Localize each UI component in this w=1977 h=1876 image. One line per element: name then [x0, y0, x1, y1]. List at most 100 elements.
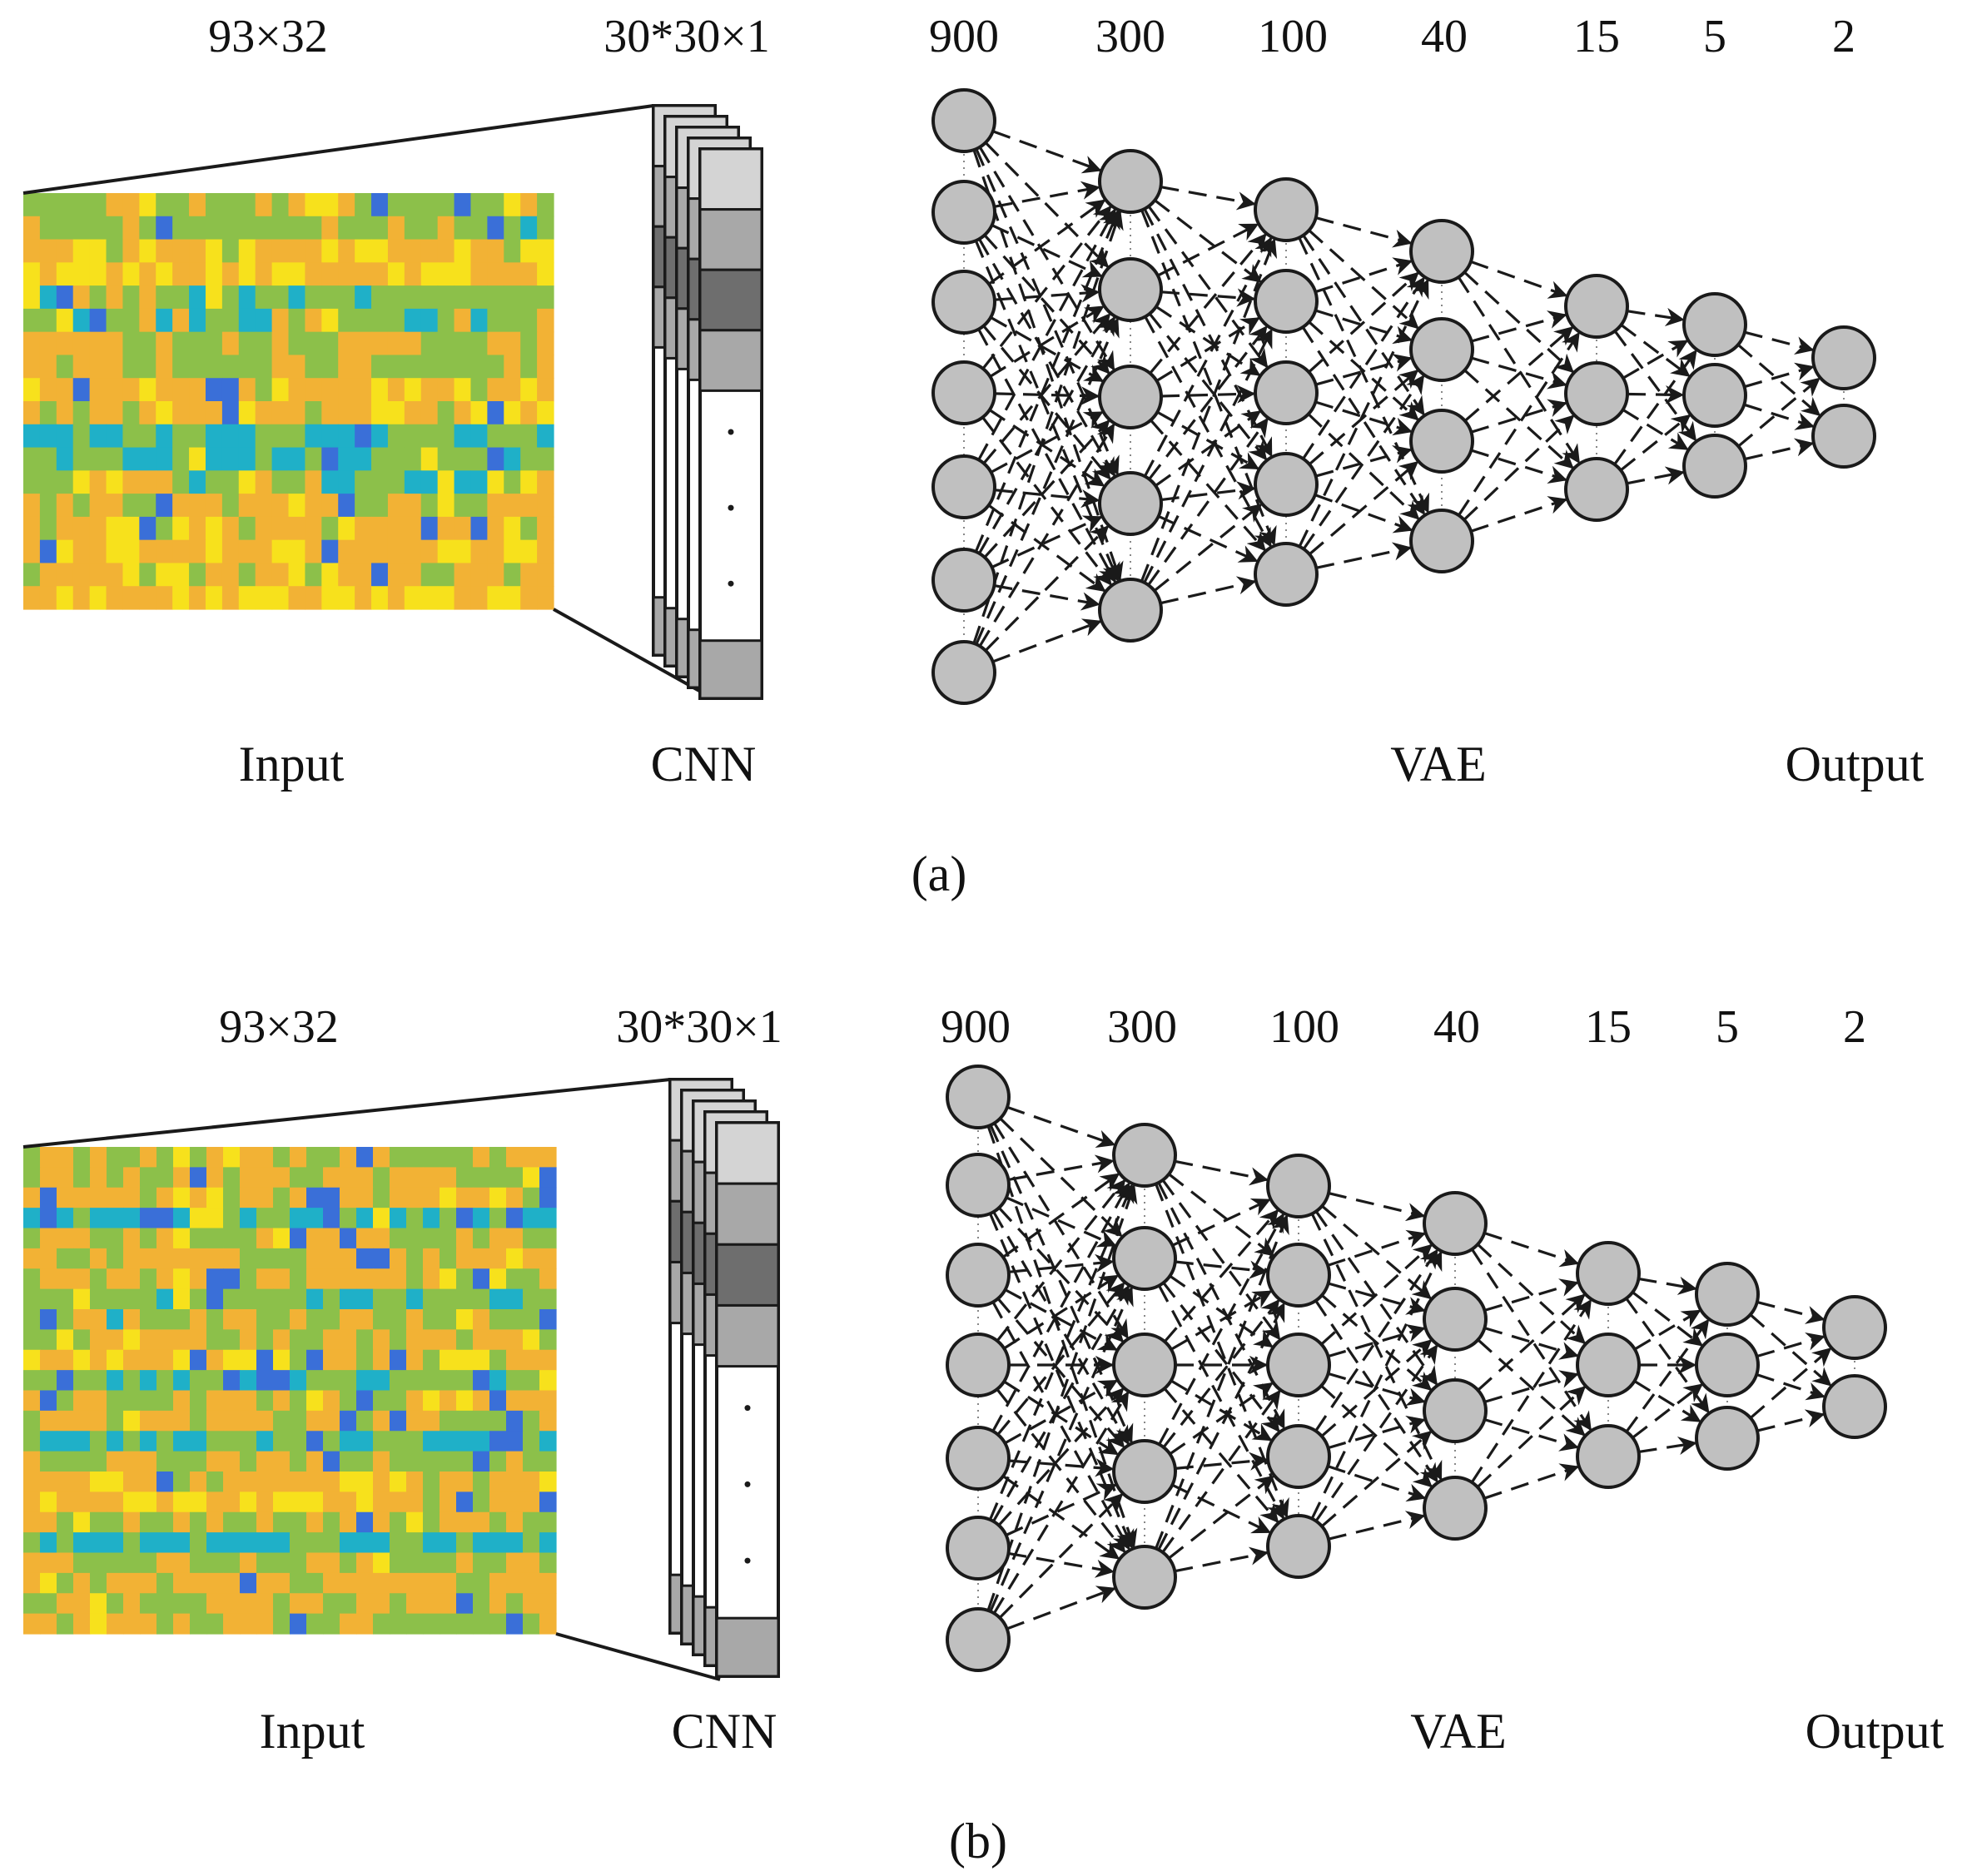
heatmap-cell: [537, 216, 554, 241]
heatmap-cell: [107, 1410, 124, 1432]
heatmap-cell: [288, 262, 306, 286]
connection-arrow: [1301, 326, 1426, 516]
heatmap-cell: [140, 1532, 157, 1554]
heatmap-cell: [404, 331, 422, 356]
heatmap-cell: [72, 262, 91, 286]
connection-arrow: [1314, 257, 1413, 294]
heatmap-cell: [537, 262, 554, 286]
connection-arrow: [1328, 1323, 1426, 1358]
connection-arrow: [1160, 288, 1256, 307]
heatmap-cell: [373, 1491, 390, 1513]
heatmap-cell: [406, 1268, 424, 1290]
heatmap-cell: [56, 355, 74, 379]
heatmap-cell: [173, 1208, 191, 1229]
connection-arrow: [1153, 504, 1263, 593]
heatmap-cell: [456, 1248, 474, 1269]
heatmap-cell: [523, 1451, 540, 1472]
heatmap-cell: [221, 539, 240, 564]
heatmap-cell: [523, 1329, 540, 1351]
heatmap-cell: [139, 193, 156, 217]
heatmap-cell: [172, 447, 190, 471]
heatmap-cell: [373, 1410, 390, 1432]
cnn-feature-map: [698, 147, 763, 700]
heatmap-cell: [107, 1552, 124, 1574]
heatmap-cell: [107, 1349, 124, 1371]
heatmap-cell: [387, 331, 405, 356]
connection-arrow: [1160, 576, 1257, 605]
connection-arrow: [1484, 1370, 1579, 1403]
heatmap-cell: [190, 1309, 207, 1330]
heatmap-cell: [355, 539, 372, 564]
heatmap-cell: [371, 355, 389, 379]
layer-1-node-4: [1098, 578, 1163, 643]
heatmap-cell: [123, 1329, 141, 1351]
heatmap-cell: [338, 586, 355, 610]
heatmap-cell: [406, 1572, 424, 1594]
heatmap-cell: [90, 1572, 107, 1594]
heatmap-cell: [271, 193, 290, 217]
layer-3-node-0: [1409, 219, 1474, 284]
heatmap-cell: [172, 424, 190, 449]
heatmap-cell: [340, 1451, 357, 1472]
connection-arrow: [997, 1387, 1125, 1526]
connection-arrow: [1008, 1154, 1115, 1181]
heatmap-cell: [523, 1552, 540, 1574]
heatmap-cell: [539, 1288, 557, 1310]
heatmap-cell: [440, 1572, 457, 1594]
heatmap-cell: [139, 308, 156, 333]
heatmap-cell: [371, 401, 389, 425]
heatmap-cell: [371, 424, 389, 449]
heatmap-cell: [140, 1208, 157, 1229]
heatmap-cell: [539, 1228, 557, 1249]
layer-1-node-0: [1098, 149, 1163, 214]
heatmap-cell: [437, 355, 455, 379]
layer-2-node-0: [1254, 177, 1319, 242]
heatmap-cell: [256, 1491, 274, 1513]
heatmap-cell: [321, 494, 339, 518]
connection-arrow: [1314, 494, 1413, 534]
heatmap-cell: [473, 1410, 490, 1432]
heatmap-cell: [340, 1593, 357, 1615]
heatmap-cell: [539, 1147, 557, 1168]
connection-arrow: [1155, 410, 1262, 487]
heatmap-cell: [387, 355, 405, 379]
heatmap-cell: [371, 539, 389, 564]
heatmap-cell: [205, 262, 223, 286]
heatmap-cell: [321, 516, 339, 541]
heatmap-cell: [473, 1593, 490, 1615]
panel-a-cnn-filter-stack: [652, 104, 763, 700]
heatmap-cell: [371, 262, 389, 286]
heatmap-cell: [255, 539, 273, 564]
layer-1-node-4: [1112, 1545, 1177, 1610]
heatmap-cell: [90, 1472, 107, 1492]
heatmap-cell: [356, 1309, 374, 1330]
heatmap-cell: [323, 1228, 340, 1249]
connection-arrow: [1008, 1253, 1115, 1273]
heatmap-cell: [473, 1228, 490, 1249]
heatmap-cell: [306, 1613, 324, 1635]
connection-arrow: [1463, 270, 1574, 374]
heatmap-cell: [123, 1532, 141, 1554]
heatmap-cell: [156, 1613, 174, 1635]
heatmap-cell: [89, 308, 107, 333]
heatmap-cell: [456, 1187, 474, 1208]
connection-arrow: [991, 224, 1103, 278]
heatmap-cell: [390, 1309, 407, 1330]
heatmap-cell: [537, 447, 554, 471]
heatmap-cell: [172, 193, 190, 217]
connection-arrow: [1150, 419, 1266, 552]
heatmap-cell: [172, 516, 190, 541]
heatmap-cell: [489, 1248, 507, 1269]
heatmap-cell: [57, 1390, 74, 1412]
heatmap-cell: [539, 1472, 557, 1492]
connection-arrow: [1147, 417, 1269, 586]
panel-a-layer-size-2: 100: [1258, 11, 1328, 62]
heatmap-cell: [537, 193, 554, 217]
heatmap-cell: [390, 1593, 407, 1615]
heatmap-cell: [189, 239, 206, 263]
heatmap-cell: [107, 1613, 124, 1635]
heatmap-cell: [423, 1248, 440, 1269]
heatmap-cell: [373, 1349, 390, 1371]
connection-arrow: [1620, 324, 1691, 377]
heatmap-cell: [323, 1552, 340, 1574]
